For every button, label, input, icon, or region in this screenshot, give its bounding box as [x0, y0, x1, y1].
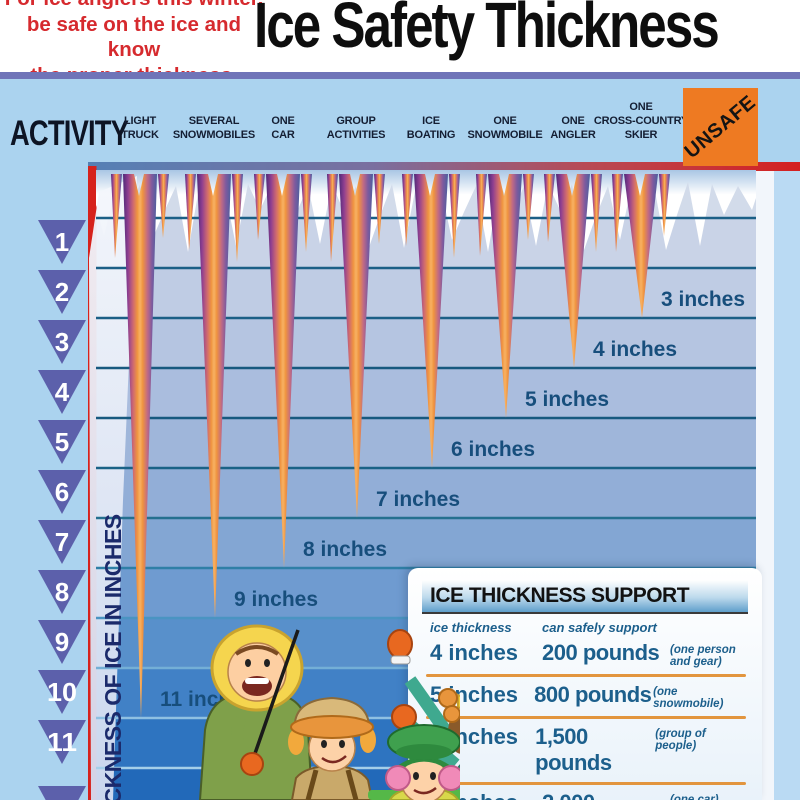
column-header-one-snowmobile: ONE SNOWMOBILE: [467, 115, 543, 141]
depth-label: 6 inches: [451, 438, 535, 461]
svg-text:11: 11: [47, 727, 77, 757]
support-row: 8 inches 2,000 pounds (one car): [430, 790, 744, 800]
activity-header: ACTIVITY: [10, 114, 129, 153]
row-weight: 1,500 pounds: [535, 724, 612, 775]
svg-text:9: 9: [55, 627, 69, 657]
support-panel: ICE THICKNESS SUPPORT ice thickness can …: [408, 568, 762, 800]
svg-text:7: 7: [55, 527, 69, 557]
column-header-several-snowmobiles: SEVERAL SNOWMOBILES: [172, 115, 256, 141]
row-thickness: 4 inches: [430, 640, 519, 665]
icicle-one-snowmobile: [476, 174, 534, 418]
intro-text: For ice anglers this winter, be safe on …: [5, 0, 264, 72]
svg-text:5: 5: [55, 427, 69, 457]
support-row: 7 inches 1,500 pounds (group of people): [430, 724, 744, 776]
foreground-icicle: [89, 176, 137, 800]
surface-bar: [88, 162, 800, 171]
thickness-axis-label: THICKNESS OF ICE IN INCHES: [100, 514, 126, 800]
axis-tick-numbers: 1 2 3 4 5 6 7 8 9 10 11: [47, 227, 77, 757]
row-divider: [426, 716, 746, 719]
cartoon-boy: [288, 696, 376, 800]
row-weight: 800 pounds: [534, 682, 652, 707]
page-title: Ice Safety Thickness: [254, 0, 720, 61]
depth-label: 3 inches: [661, 288, 745, 311]
cartoon-family: [198, 624, 460, 800]
axis-triangles: [38, 220, 86, 800]
row-thickness: 8 inches: [430, 790, 542, 800]
svg-text:1: 1: [55, 227, 69, 257]
unsafe-box: UNSAFE: [680, 88, 760, 166]
svg-text:3: 3: [55, 327, 69, 357]
depth-label: 5 inches: [525, 388, 609, 411]
column-header-one-angler: ONE ANGLER: [550, 115, 596, 141]
column-header-ice-boating: ICE BOATING: [406, 115, 456, 141]
icicle-light-truck: [111, 174, 169, 718]
depth-label: 8 inches: [303, 538, 387, 561]
support-row: 5 inches 800 pounds (one snowmobile): [430, 682, 744, 710]
icicle-several-snowmobiles: [185, 174, 243, 618]
svg-text:8: 8: [55, 577, 69, 607]
col-header-ice-thickness: ice thickness: [430, 620, 512, 635]
col-header-can-support: can safely support: [542, 620, 657, 635]
svg-text:4: 4: [55, 377, 70, 407]
icicle-ice-boating: [402, 174, 460, 468]
column-header-one-car: ONE CAR: [271, 115, 295, 141]
row-note: (one snowmobile): [653, 686, 724, 710]
depth-label: 4 inches: [593, 338, 677, 361]
icicle-cross-country-skier: [612, 174, 670, 318]
top-banner: For ice anglers this winter, be safe on …: [0, 0, 800, 72]
depth-label: 9 inches: [234, 588, 318, 611]
icicle-group-activities: [327, 174, 385, 518]
row-note: (one car): [670, 794, 719, 800]
row-divider: [426, 674, 746, 677]
column-header-cross-country-skier: ONE CROSS-COUNTRY SKIER: [593, 101, 689, 141]
column-header-light-truck: LIGHT TRUCK: [121, 115, 159, 141]
row-note: (group of people): [655, 728, 706, 752]
row-weight: 2,000 pounds: [542, 790, 670, 800]
svg-text:10: 10: [47, 677, 77, 707]
right-blue-strip: [774, 166, 800, 800]
depth-label: 7 inches: [376, 488, 460, 511]
divider-bar: [0, 72, 800, 79]
cartoon-man: [198, 624, 314, 800]
row-divider: [426, 782, 746, 785]
icicle-one-car: [254, 174, 312, 568]
support-row: 4 inches 200 pounds (one person and gear…: [430, 640, 744, 668]
support-column-headers: ice thickness can safely support: [430, 620, 744, 635]
support-panel-title: ICE THICKNESS SUPPORT: [422, 580, 748, 614]
row-note: (one person and gear): [670, 644, 736, 668]
row-weight: 200 pounds: [542, 640, 660, 665]
cartoon-child: [368, 705, 460, 800]
column-header-group-activities: GROUP ACTIVITIES: [326, 115, 386, 141]
svg-text:2: 2: [55, 277, 69, 307]
unsafe-label: UNSAFE: [680, 90, 760, 163]
svg-text:6: 6: [55, 477, 69, 507]
icicle-one-angler: [544, 174, 602, 368]
